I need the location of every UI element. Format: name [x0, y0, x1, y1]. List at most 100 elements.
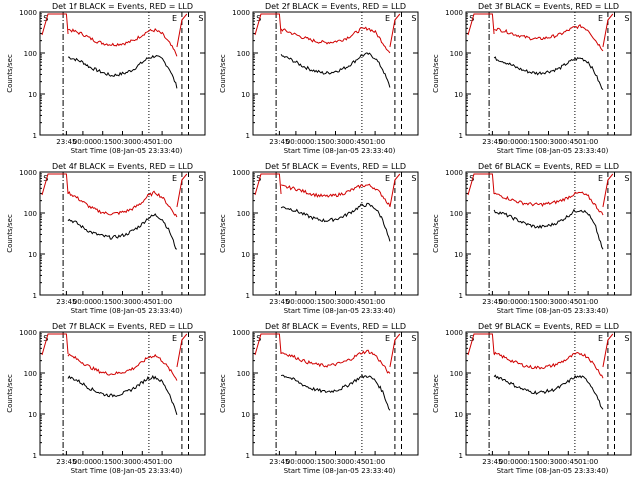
y-tick-label: 10: [241, 91, 250, 99]
panel-title: Det 7f BLACK = Events, RED = LLD: [52, 322, 193, 331]
y-tick-label: 1000: [445, 169, 463, 177]
marker-letter: S: [469, 174, 474, 183]
x-tick-label: 00:45: [558, 138, 578, 146]
x-tick-label: 00:00: [286, 458, 306, 466]
lld-series-line: [67, 353, 178, 381]
x-tick-label: 23:45: [56, 298, 76, 306]
lld-end-spike: [176, 333, 188, 368]
x-tick-label: 01:00: [578, 458, 598, 466]
y-tick-label: 1: [33, 132, 37, 140]
x-tick-label: 00:45: [132, 458, 152, 466]
x-tick-label: 00:15: [93, 458, 113, 466]
marker-letter: E: [385, 334, 390, 343]
panel-title: Det 6f BLACK = Events, RED = LLD: [478, 162, 619, 171]
panel-7: Det 7f BLACK = Events, RED = LLD 1 10 100 10…: [6, 322, 206, 475]
marker-letter: S: [624, 174, 629, 183]
marker-letter: S: [198, 14, 203, 23]
y-axis-label: Counts/sec: [219, 214, 227, 253]
lld-start-spike: [41, 13, 69, 36]
marker-letter: S: [256, 174, 261, 183]
events-series-line: [280, 202, 391, 242]
x-tick-label: 00:00: [73, 458, 93, 466]
x-tick-label: 01:00: [152, 458, 172, 466]
y-tick-label: 1000: [19, 169, 37, 177]
x-tick-label: 23:45: [482, 138, 502, 146]
x-tick-label: 23:45: [269, 298, 289, 306]
y-tick-label: 1: [33, 452, 37, 460]
x-tick-label: 23:45: [56, 458, 76, 466]
y-tick-label: 1: [459, 292, 463, 300]
y-tick-label: 1: [246, 452, 250, 460]
panel-title: Det 4f BLACK = Events, RED = LLD: [52, 162, 193, 171]
x-axis-label: Start Time (08-Jan-05 23:33:40): [284, 147, 396, 155]
x-tick-label: 23:45: [482, 458, 502, 466]
y-tick-label: 100: [450, 370, 463, 378]
x-tick-label: 00:45: [558, 458, 578, 466]
lld-end-spike: [389, 333, 401, 368]
x-tick-label: 00:45: [558, 298, 578, 306]
panel-title: Det 1f BLACK = Events, RED = LLD: [52, 2, 193, 11]
x-tick-label: 00:30: [112, 298, 132, 306]
y-axis-label: Counts/sec: [432, 54, 440, 93]
panel-title: Det 5f BLACK = Events, RED = LLD: [265, 162, 406, 171]
y-tick-label: 100: [24, 50, 37, 58]
y-tick-label: 10: [241, 411, 250, 419]
lld-start-spike: [41, 173, 69, 196]
y-axis-label: Counts/sec: [6, 214, 14, 253]
lld-start-spike: [254, 173, 282, 196]
x-tick-label: 00:45: [132, 138, 152, 146]
marker-letter: S: [624, 334, 629, 343]
x-tick-label: 00:15: [519, 138, 539, 146]
y-tick-label: 10: [28, 91, 37, 99]
events-series-line: [280, 374, 391, 411]
y-tick-label: 100: [237, 210, 250, 218]
y-tick-label: 1000: [445, 329, 463, 337]
x-tick-label: 00:15: [93, 138, 113, 146]
x-tick-label: 00:30: [538, 138, 558, 146]
x-tick-label: 00:15: [519, 298, 539, 306]
x-tick-label: 01:00: [578, 138, 598, 146]
lld-end-spike: [602, 173, 614, 208]
x-axis-label: Start Time (08-Jan-05 23:33:40): [71, 147, 183, 155]
x-tick-label: 00:15: [306, 458, 326, 466]
x-tick-label: 00:30: [325, 298, 345, 306]
y-tick-label: 100: [24, 210, 37, 218]
x-axis-label: Start Time (08-Jan-05 23:33:40): [497, 147, 609, 155]
marker-letter: S: [43, 174, 48, 183]
x-tick-label: 00:15: [306, 138, 326, 146]
y-tick-label: 1000: [19, 9, 37, 17]
lld-series-line: [67, 190, 178, 218]
panel-title: Det 2f BLACK = Events, RED = LLD: [265, 2, 406, 11]
x-tick-label: 00:30: [325, 458, 345, 466]
panel-5: Det 5f BLACK = Events, RED = LLD 1 10 100 10…: [219, 162, 419, 315]
y-tick-label: 1000: [232, 9, 250, 17]
panel-9: Det 9f BLACK = Events, RED = LLD 1 10 100 10…: [432, 322, 632, 475]
marker-letter: E: [385, 174, 390, 183]
x-tick-label: 01:00: [152, 138, 172, 146]
x-tick-label: 01:00: [365, 298, 385, 306]
x-tick-label: 00:00: [499, 458, 519, 466]
marker-letter: S: [198, 334, 203, 343]
lld-start-spike: [254, 333, 282, 356]
marker-letter: S: [624, 14, 629, 23]
x-axis-label: Start Time (08-Jan-05 23:33:40): [497, 467, 609, 475]
y-tick-label: 10: [28, 251, 37, 259]
x-tick-label: 00:30: [325, 138, 345, 146]
y-tick-label: 100: [237, 50, 250, 58]
y-axis-label: Counts/sec: [219, 54, 227, 93]
y-tick-label: 1000: [232, 329, 250, 337]
y-tick-label: 100: [24, 370, 37, 378]
events-series-line: [493, 208, 604, 250]
marker-letter: S: [198, 174, 203, 183]
marker-letter: E: [598, 334, 603, 343]
lld-start-spike: [467, 173, 495, 196]
y-tick-label: 1: [246, 292, 250, 300]
y-axis-label: Counts/sec: [219, 374, 227, 413]
x-tick-label: 23:45: [482, 298, 502, 306]
x-tick-label: 00:00: [73, 298, 93, 306]
x-tick-label: 23:45: [56, 138, 76, 146]
marker-letter: S: [469, 334, 474, 343]
y-tick-label: 1: [246, 132, 250, 140]
lld-start-spike: [467, 13, 495, 36]
